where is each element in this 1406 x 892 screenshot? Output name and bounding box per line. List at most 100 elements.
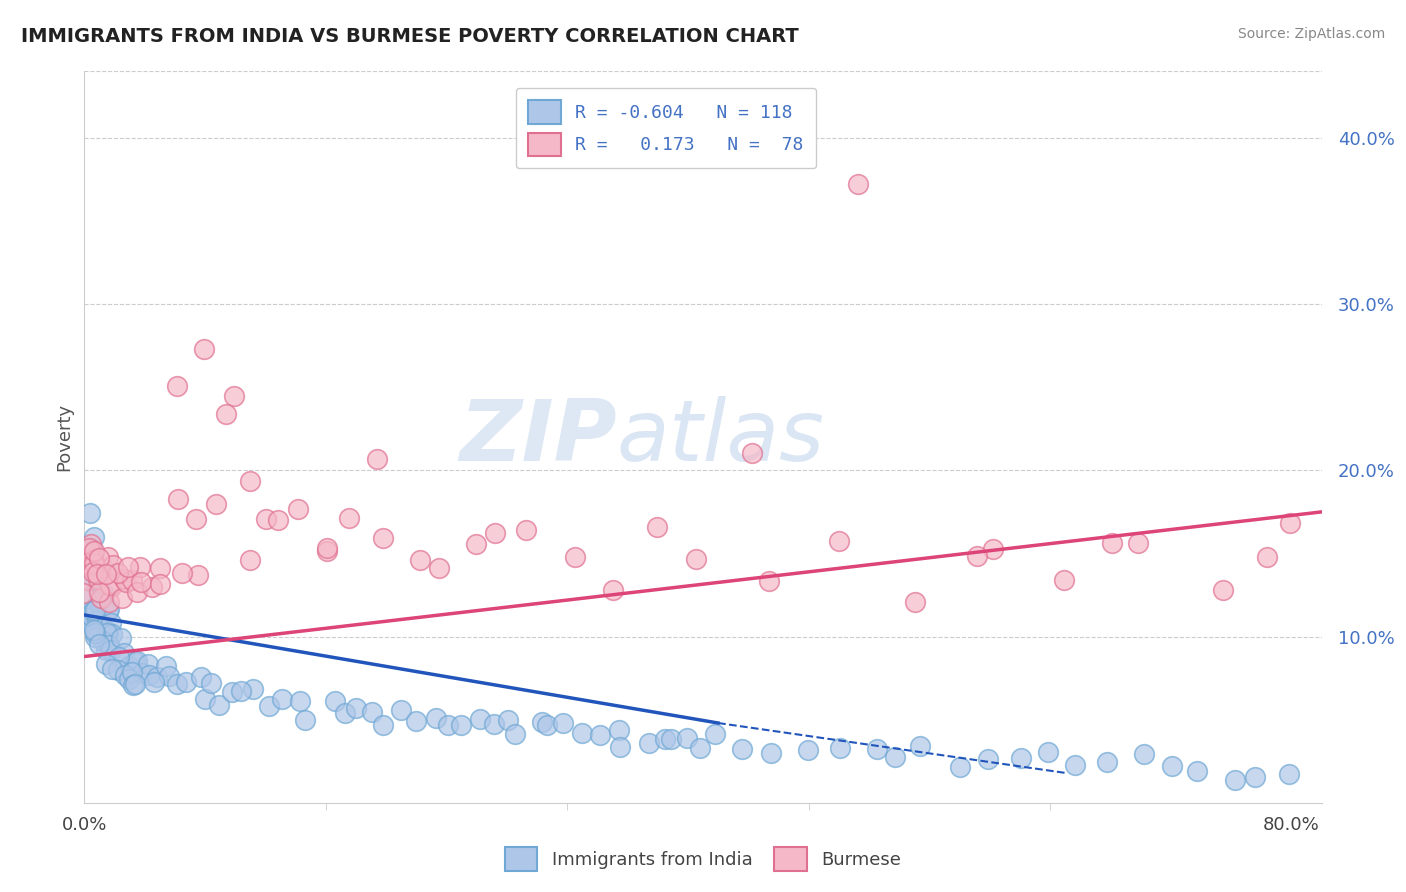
Point bbox=[89, 550, 111, 565]
Point bbox=[84, 603, 107, 617]
Point bbox=[496, 713, 519, 727]
Point bbox=[1256, 549, 1278, 564]
Point bbox=[976, 752, 998, 766]
Point bbox=[93, 562, 115, 576]
Point bbox=[82, 541, 104, 556]
Point bbox=[73, 572, 96, 586]
Point bbox=[391, 703, 413, 717]
Point bbox=[97, 624, 120, 639]
Point bbox=[98, 595, 121, 609]
Point bbox=[100, 580, 122, 594]
Point bbox=[676, 731, 699, 746]
Point bbox=[96, 567, 118, 582]
Point bbox=[149, 561, 172, 575]
Point bbox=[107, 663, 129, 677]
Point bbox=[607, 723, 630, 737]
Point bbox=[1128, 536, 1150, 550]
Point bbox=[465, 537, 488, 551]
Point bbox=[124, 656, 146, 670]
Point bbox=[100, 615, 122, 630]
Point bbox=[571, 725, 593, 739]
Y-axis label: Poverty: Poverty bbox=[55, 403, 73, 471]
Point bbox=[731, 742, 754, 756]
Point bbox=[208, 698, 231, 712]
Point bbox=[259, 699, 281, 714]
Text: Source: ZipAtlas.com: Source: ZipAtlas.com bbox=[1237, 27, 1385, 41]
Point bbox=[108, 650, 131, 665]
Point bbox=[129, 560, 152, 574]
Point bbox=[86, 572, 108, 586]
Point bbox=[287, 502, 309, 516]
Point bbox=[136, 657, 159, 672]
Point bbox=[75, 556, 97, 570]
Point bbox=[689, 740, 711, 755]
Point bbox=[138, 668, 160, 682]
Point bbox=[83, 555, 105, 569]
Point bbox=[98, 578, 121, 592]
Point bbox=[93, 587, 115, 601]
Point bbox=[125, 654, 148, 668]
Point bbox=[83, 544, 105, 558]
Point bbox=[981, 541, 1004, 556]
Point bbox=[344, 700, 367, 714]
Point bbox=[796, 743, 818, 757]
Point bbox=[564, 549, 586, 564]
Point bbox=[157, 669, 180, 683]
Point bbox=[101, 627, 124, 641]
Point bbox=[883, 750, 905, 764]
Point bbox=[1038, 745, 1060, 759]
Point bbox=[1053, 574, 1076, 588]
Point bbox=[149, 577, 172, 591]
Point bbox=[758, 574, 780, 588]
Point bbox=[1243, 770, 1265, 784]
Point bbox=[221, 685, 243, 699]
Point bbox=[72, 573, 94, 587]
Point bbox=[84, 558, 107, 572]
Point bbox=[121, 574, 143, 588]
Point bbox=[79, 552, 101, 566]
Point bbox=[83, 553, 105, 567]
Text: IMMIGRANTS FROM INDIA VS BURMESE POVERTY CORRELATION CHART: IMMIGRANTS FROM INDIA VS BURMESE POVERTY… bbox=[21, 27, 799, 45]
Point bbox=[72, 586, 94, 600]
Point bbox=[371, 531, 394, 545]
Point bbox=[79, 537, 101, 551]
Point bbox=[121, 678, 143, 692]
Point bbox=[90, 591, 112, 606]
Point bbox=[484, 717, 506, 731]
Point bbox=[200, 676, 222, 690]
Point bbox=[427, 560, 450, 574]
Point bbox=[125, 585, 148, 599]
Point bbox=[551, 715, 574, 730]
Point bbox=[82, 565, 104, 579]
Point bbox=[86, 613, 108, 627]
Point bbox=[97, 550, 120, 565]
Text: ZIP: ZIP bbox=[458, 395, 616, 479]
Point bbox=[270, 692, 292, 706]
Point bbox=[124, 677, 146, 691]
Point bbox=[194, 691, 217, 706]
Point bbox=[759, 746, 782, 760]
Point bbox=[83, 630, 105, 644]
Point bbox=[114, 575, 136, 590]
Point bbox=[229, 684, 252, 698]
Point bbox=[118, 672, 141, 686]
Point bbox=[1161, 758, 1184, 772]
Point bbox=[112, 646, 135, 660]
Point bbox=[515, 523, 537, 537]
Point bbox=[316, 541, 339, 555]
Point bbox=[1212, 582, 1234, 597]
Point bbox=[450, 717, 472, 731]
Point bbox=[1133, 747, 1156, 761]
Point bbox=[110, 631, 132, 645]
Point bbox=[239, 552, 262, 566]
Point bbox=[103, 558, 125, 572]
Point bbox=[97, 625, 120, 640]
Point bbox=[131, 666, 153, 681]
Point bbox=[91, 634, 114, 648]
Point bbox=[145, 670, 167, 684]
Point bbox=[190, 669, 212, 683]
Point bbox=[685, 552, 707, 566]
Point bbox=[79, 574, 101, 588]
Point bbox=[83, 624, 105, 638]
Point bbox=[110, 591, 132, 605]
